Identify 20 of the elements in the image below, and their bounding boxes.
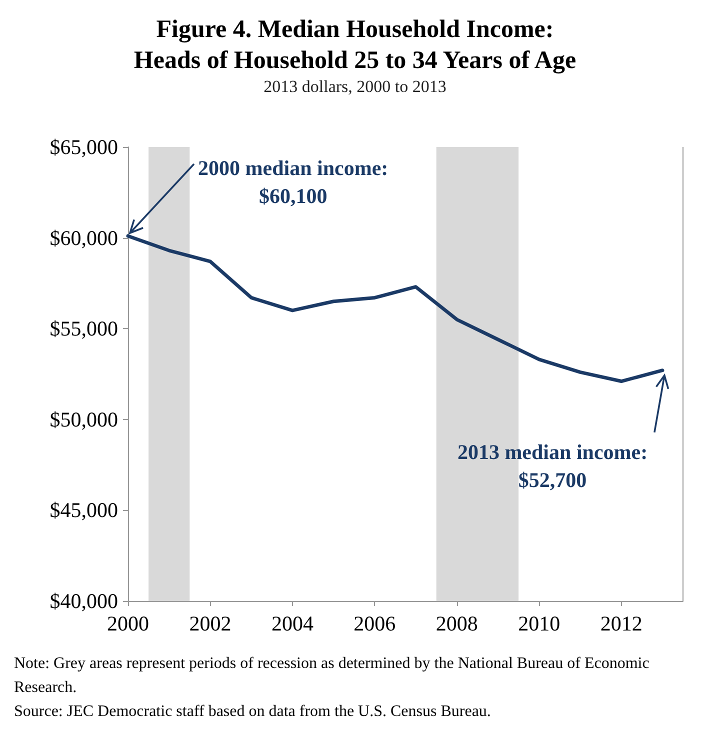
chart-subtitle: 2013 dollars, 2000 to 2013 <box>262 77 448 97</box>
y-tick-label: $50,000 <box>50 407 118 432</box>
y-tick-label: $60,000 <box>50 226 118 250</box>
chart-title: Figure 4. Median Household Income: Heads of Household 25 to 34 Years of Age <box>132 15 578 76</box>
y-tick-label: $55,000 <box>50 316 118 341</box>
x-tick-label: 2000 <box>107 612 149 636</box>
source-note: Source: JEC Democratic staff based on data from the U.S. Census Bureau. <box>14 702 492 722</box>
text: Note: Grey areas represent periods of recession as determined by the National Bureau of Economic Research. <box>14 654 650 698</box>
x-tick-label: 2012 <box>600 612 642 636</box>
x-tick-label: 2010 <box>518 612 560 636</box>
y-tick-label: $40,000 <box>50 589 118 613</box>
annotation: 2013 median income: $52,700 <box>457 439 648 494</box>
x-tick-label: 2004 <box>271 612 314 636</box>
annotation: 2000 median income: $60,100 <box>198 154 388 210</box>
y-tick-label: $65,000 <box>50 135 118 159</box>
x-tick-label: 2002 <box>189 612 232 636</box>
y-tick-label: $45,000 <box>50 498 118 522</box>
x-tick-label: 2008 <box>436 612 478 636</box>
line-series <box>126 234 664 384</box>
x-tick-label: 2006 <box>354 612 396 636</box>
